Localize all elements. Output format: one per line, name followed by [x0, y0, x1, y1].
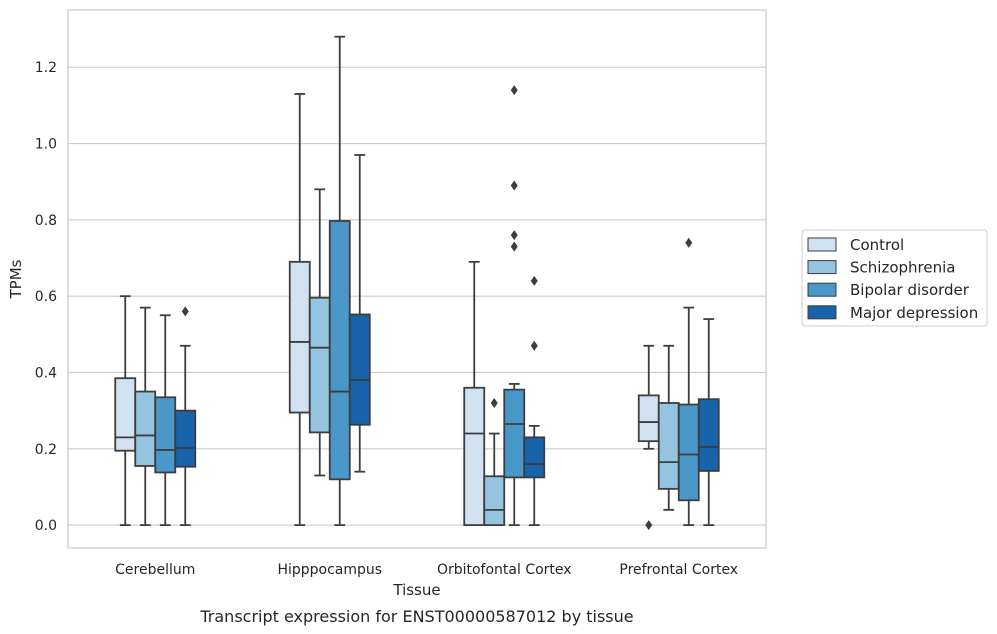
box-group [308, 188, 331, 477]
outlier-point [530, 340, 538, 351]
box [288, 260, 311, 414]
plot-frame [67, 9, 767, 549]
y-tick-label: 1.2 [35, 60, 57, 76]
chart-caption: Transcript expression for ENST0000058701… [199, 607, 633, 626]
outlier-point [510, 180, 518, 191]
box-group [677, 237, 700, 527]
y-tick-labels: 0.0 0.2 0.4 0.6 0.8 1.0 1.2 [35, 60, 57, 534]
y-tick-label: 0.6 [35, 289, 57, 305]
y-tick-label: 1.0 [35, 137, 57, 153]
box [677, 403, 700, 502]
box-group [114, 295, 137, 527]
legend-label: Schizophrenia [850, 259, 955, 277]
legend-label: Major depression [850, 304, 978, 322]
box [174, 409, 197, 468]
box [483, 475, 506, 527]
box-group [697, 318, 720, 527]
x-tick-label: Prefrontal Cortex [619, 562, 738, 578]
box-group [288, 93, 311, 527]
box [308, 296, 331, 434]
legend: Control Schizophrenia Bipolar disorder Majo… [801, 229, 988, 327]
outlier-point [181, 306, 189, 317]
box [503, 388, 526, 479]
box [523, 436, 546, 479]
x-tick-label: Cerebellum [115, 562, 195, 578]
box [114, 377, 137, 452]
outlier-point [490, 398, 498, 409]
y-tick-label: 0.8 [35, 213, 57, 229]
legend-swatch [807, 305, 837, 320]
boxes [114, 35, 720, 531]
x-tick-label: Orbitofontal Cortex [437, 562, 572, 578]
box-group [154, 314, 177, 527]
box [637, 394, 660, 443]
outlier-point [510, 85, 518, 96]
box [154, 396, 177, 474]
box [697, 398, 720, 472]
box-group [503, 85, 526, 527]
x-tick-labels: Cerebellum Hipppocampus Orbitofontal Corte… [115, 562, 738, 578]
box-group [463, 260, 486, 527]
box [463, 386, 486, 527]
legend-frame [801, 229, 988, 327]
x-tick-label: Hipppocampus [277, 562, 382, 578]
legend-label: Control [850, 236, 904, 254]
legend-label: Bipolar disorder [850, 281, 970, 299]
outlier-point [510, 241, 518, 252]
outlier-point [530, 275, 538, 286]
outlier-point [685, 237, 693, 248]
y-tick-label: 0.2 [35, 442, 57, 458]
outlier-point [645, 520, 653, 531]
legend-swatch [807, 237, 837, 252]
box-group [348, 154, 371, 473]
y-tick-label: 0.0 [35, 518, 57, 534]
legend-swatch [807, 282, 837, 297]
box-group [637, 344, 660, 531]
legend-swatch [807, 260, 837, 275]
box [134, 390, 157, 467]
y-axis-label: TPMs [7, 259, 25, 299]
y-tick-label: 0.4 [35, 365, 57, 381]
box [348, 313, 371, 426]
box-group [328, 35, 351, 527]
outlier-point [510, 230, 518, 241]
box-group [523, 275, 546, 527]
box-group [483, 398, 506, 527]
x-axis-label: Tissue [392, 581, 440, 599]
box [657, 402, 680, 490]
box [328, 220, 351, 481]
box-group [134, 306, 157, 527]
box-group [657, 344, 680, 511]
box-group [174, 306, 197, 527]
